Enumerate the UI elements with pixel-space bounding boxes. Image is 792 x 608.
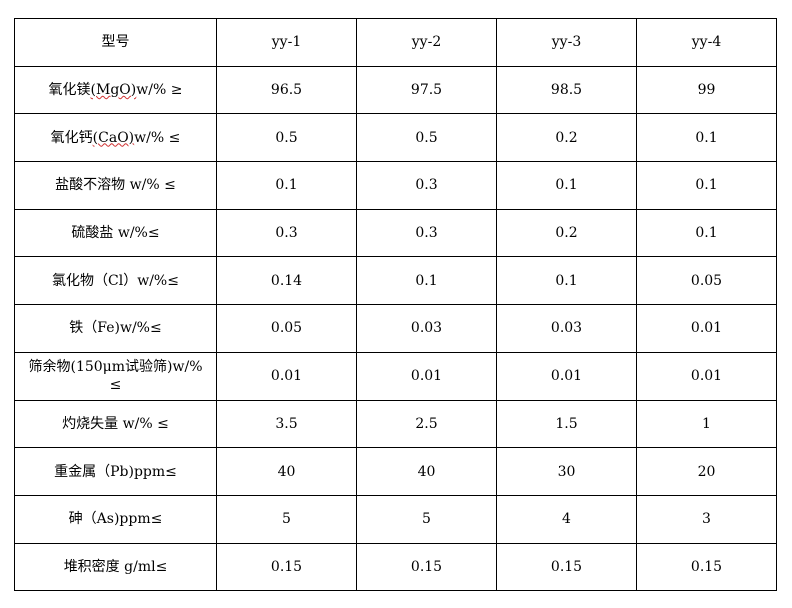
value-cell: 0.01 [636, 304, 777, 353]
value-cell: 99 [636, 65, 777, 115]
value-cell: 0.3 [356, 208, 497, 258]
row-label: 重金属（Pb)ppm≤ [14, 447, 217, 496]
row-label: 砷（As)ppm≤ [14, 494, 217, 544]
table-row: 氯化物（Cl）w/%≤ 0.14 0.1 0.1 0.05 [14, 256, 777, 306]
header-cell: yy-3 [496, 18, 637, 67]
row-label: 硫酸盐 w/%≤ [14, 208, 217, 258]
table-row: 铁（Fe)w/%≤ 0.05 0.03 0.03 0.01 [14, 304, 777, 353]
row-label: 氧化镁(MgO)w/% ≥ [14, 65, 217, 115]
row-label: 氯化物（Cl）w/%≤ [14, 256, 217, 306]
value-cell: 0.15 [216, 542, 357, 592]
value-cell: 96.5 [216, 65, 357, 115]
value-cell: 0.03 [496, 304, 637, 353]
value-cell: 40 [216, 447, 357, 496]
row-label: 铁（Fe)w/%≤ [14, 304, 217, 353]
table-row: 灼烧失量 w/% ≤3.5 2.5 1.5 1 [14, 399, 777, 449]
value-cell: 5 [356, 494, 497, 544]
value-cell: 0.05 [216, 304, 357, 353]
value-cell: 0.2 [496, 208, 637, 258]
table-row: 堆积密度 g/ml≤ 0.15 0.15 0.15 0.15 [14, 542, 777, 592]
value-cell: 0.1 [356, 256, 497, 306]
value-cell: 0.01 [356, 351, 497, 401]
value-cell: 5 [216, 494, 357, 544]
value-cell: 30 [496, 447, 637, 496]
value-cell: 0.15 [356, 542, 497, 592]
value-cell: 40 [356, 447, 497, 496]
value-cell: 4 [496, 494, 637, 544]
value-cell: 0.01 [636, 351, 777, 401]
value-cell: 0.15 [496, 542, 637, 592]
table-row: 筛余物(150μm试验筛)w/% ≤0.01 0.01 0.01 0.01 [14, 351, 777, 401]
value-cell: 0.1 [496, 256, 637, 306]
value-cell: 0.14 [216, 256, 357, 306]
value-cell: 0.15 [636, 542, 777, 592]
value-cell: 0.3 [216, 208, 357, 258]
value-cell: 0.1 [496, 161, 637, 210]
table-row: 氧化钙(CaO)w/% ≤0.5 0.5 0.2 0.1 [14, 113, 777, 163]
value-cell: 0.01 [496, 351, 637, 401]
value-cell: 0.1 [636, 161, 777, 210]
row-label: 氧化钙(CaO)w/% ≤ [14, 113, 217, 163]
header-cell: 型号 [14, 18, 217, 67]
value-cell: 0.1 [636, 208, 777, 258]
table-row: 盐酸不溶物 w/% ≤0.1 0.3 0.1 0.1 [14, 161, 777, 210]
table-row: 砷（As)ppm≤ 5 5 4 3 [14, 494, 777, 544]
value-cell: 0.03 [356, 304, 497, 353]
value-cell: 3 [636, 494, 777, 544]
value-cell: 2.5 [356, 399, 497, 449]
header-cell: yy-2 [356, 18, 497, 67]
value-cell: 0.05 [636, 256, 777, 306]
value-cell: 0.2 [496, 113, 637, 163]
row-label: 筛余物(150μm试验筛)w/% ≤ [14, 351, 217, 401]
value-cell: 0.5 [356, 113, 497, 163]
header-cell: yy-4 [636, 18, 777, 67]
table-row: 重金属（Pb)ppm≤ 40 40 30 20 [14, 447, 777, 496]
value-cell: 1.5 [496, 399, 637, 449]
spellcheck-underline: (MgO) [90, 82, 137, 99]
value-cell: 98.5 [496, 65, 637, 115]
value-cell: 1 [636, 399, 777, 449]
value-cell: 0.1 [636, 113, 777, 163]
spec-table: 型号 yy-1 yy-2 yy-3 yy-4 氧化镁(MgO)w/% ≥96.5… [14, 18, 777, 592]
header-cell: yy-1 [216, 18, 357, 67]
value-cell: 0.5 [216, 113, 357, 163]
header-row: 型号 yy-1 yy-2 yy-3 yy-4 [14, 18, 777, 67]
value-cell: 20 [636, 447, 777, 496]
value-cell: 0.01 [216, 351, 357, 401]
table-row: 硫酸盐 w/%≤ 0.3 0.3 0.2 0.1 [14, 208, 777, 258]
value-cell: 0.3 [356, 161, 497, 210]
table-row: 氧化镁(MgO)w/% ≥96.5 97.5 98.5 99 [14, 65, 777, 115]
value-cell: 97.5 [356, 65, 497, 115]
spellcheck-underline: (CaO) [92, 129, 135, 146]
row-label: 盐酸不溶物 w/% ≤ [14, 161, 217, 210]
row-label: 堆积密度 g/ml≤ [14, 542, 217, 592]
value-cell: 3.5 [216, 399, 357, 449]
row-label: 灼烧失量 w/% ≤ [14, 399, 217, 449]
value-cell: 0.1 [216, 161, 357, 210]
